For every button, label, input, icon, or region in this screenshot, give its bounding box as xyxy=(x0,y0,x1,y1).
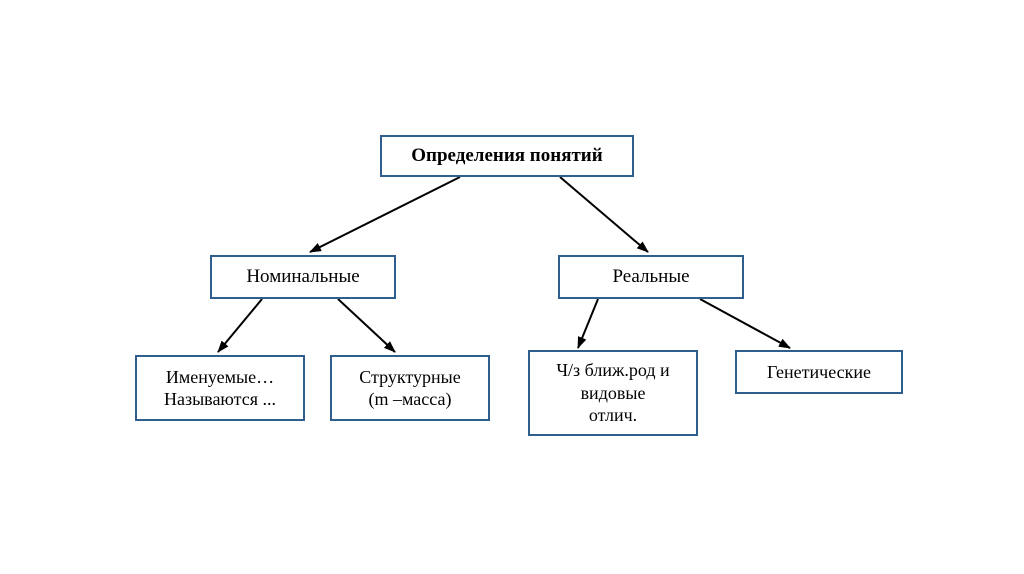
node-real-label: Реальные xyxy=(612,265,689,289)
diagram-edges xyxy=(0,0,1024,574)
node-genus-label: Ч/з ближ.род и видовые отлич. xyxy=(556,359,669,427)
node-named-label: Именуемые… Называются ... xyxy=(164,366,276,411)
node-named: Именуемые… Называются ... xyxy=(135,355,305,421)
edge-2 xyxy=(218,299,262,352)
node-structural-label: Структурные (m –масса) xyxy=(359,366,460,411)
node-root-label: Определения понятий xyxy=(411,144,602,168)
edge-5 xyxy=(700,299,790,348)
node-genetic-label: Генетические xyxy=(767,361,871,384)
node-genus: Ч/з ближ.род и видовые отлич. xyxy=(528,350,698,436)
node-genetic: Генетические xyxy=(735,350,903,394)
edge-4 xyxy=(578,299,598,348)
edge-0 xyxy=(310,177,460,252)
node-nominal: Номинальные xyxy=(210,255,396,299)
edge-3 xyxy=(338,299,395,352)
node-nominal-label: Номинальные xyxy=(246,265,359,289)
edge-1 xyxy=(560,177,648,252)
node-root: Определения понятий xyxy=(380,135,634,177)
node-structural: Структурные (m –масса) xyxy=(330,355,490,421)
node-real: Реальные xyxy=(558,255,744,299)
